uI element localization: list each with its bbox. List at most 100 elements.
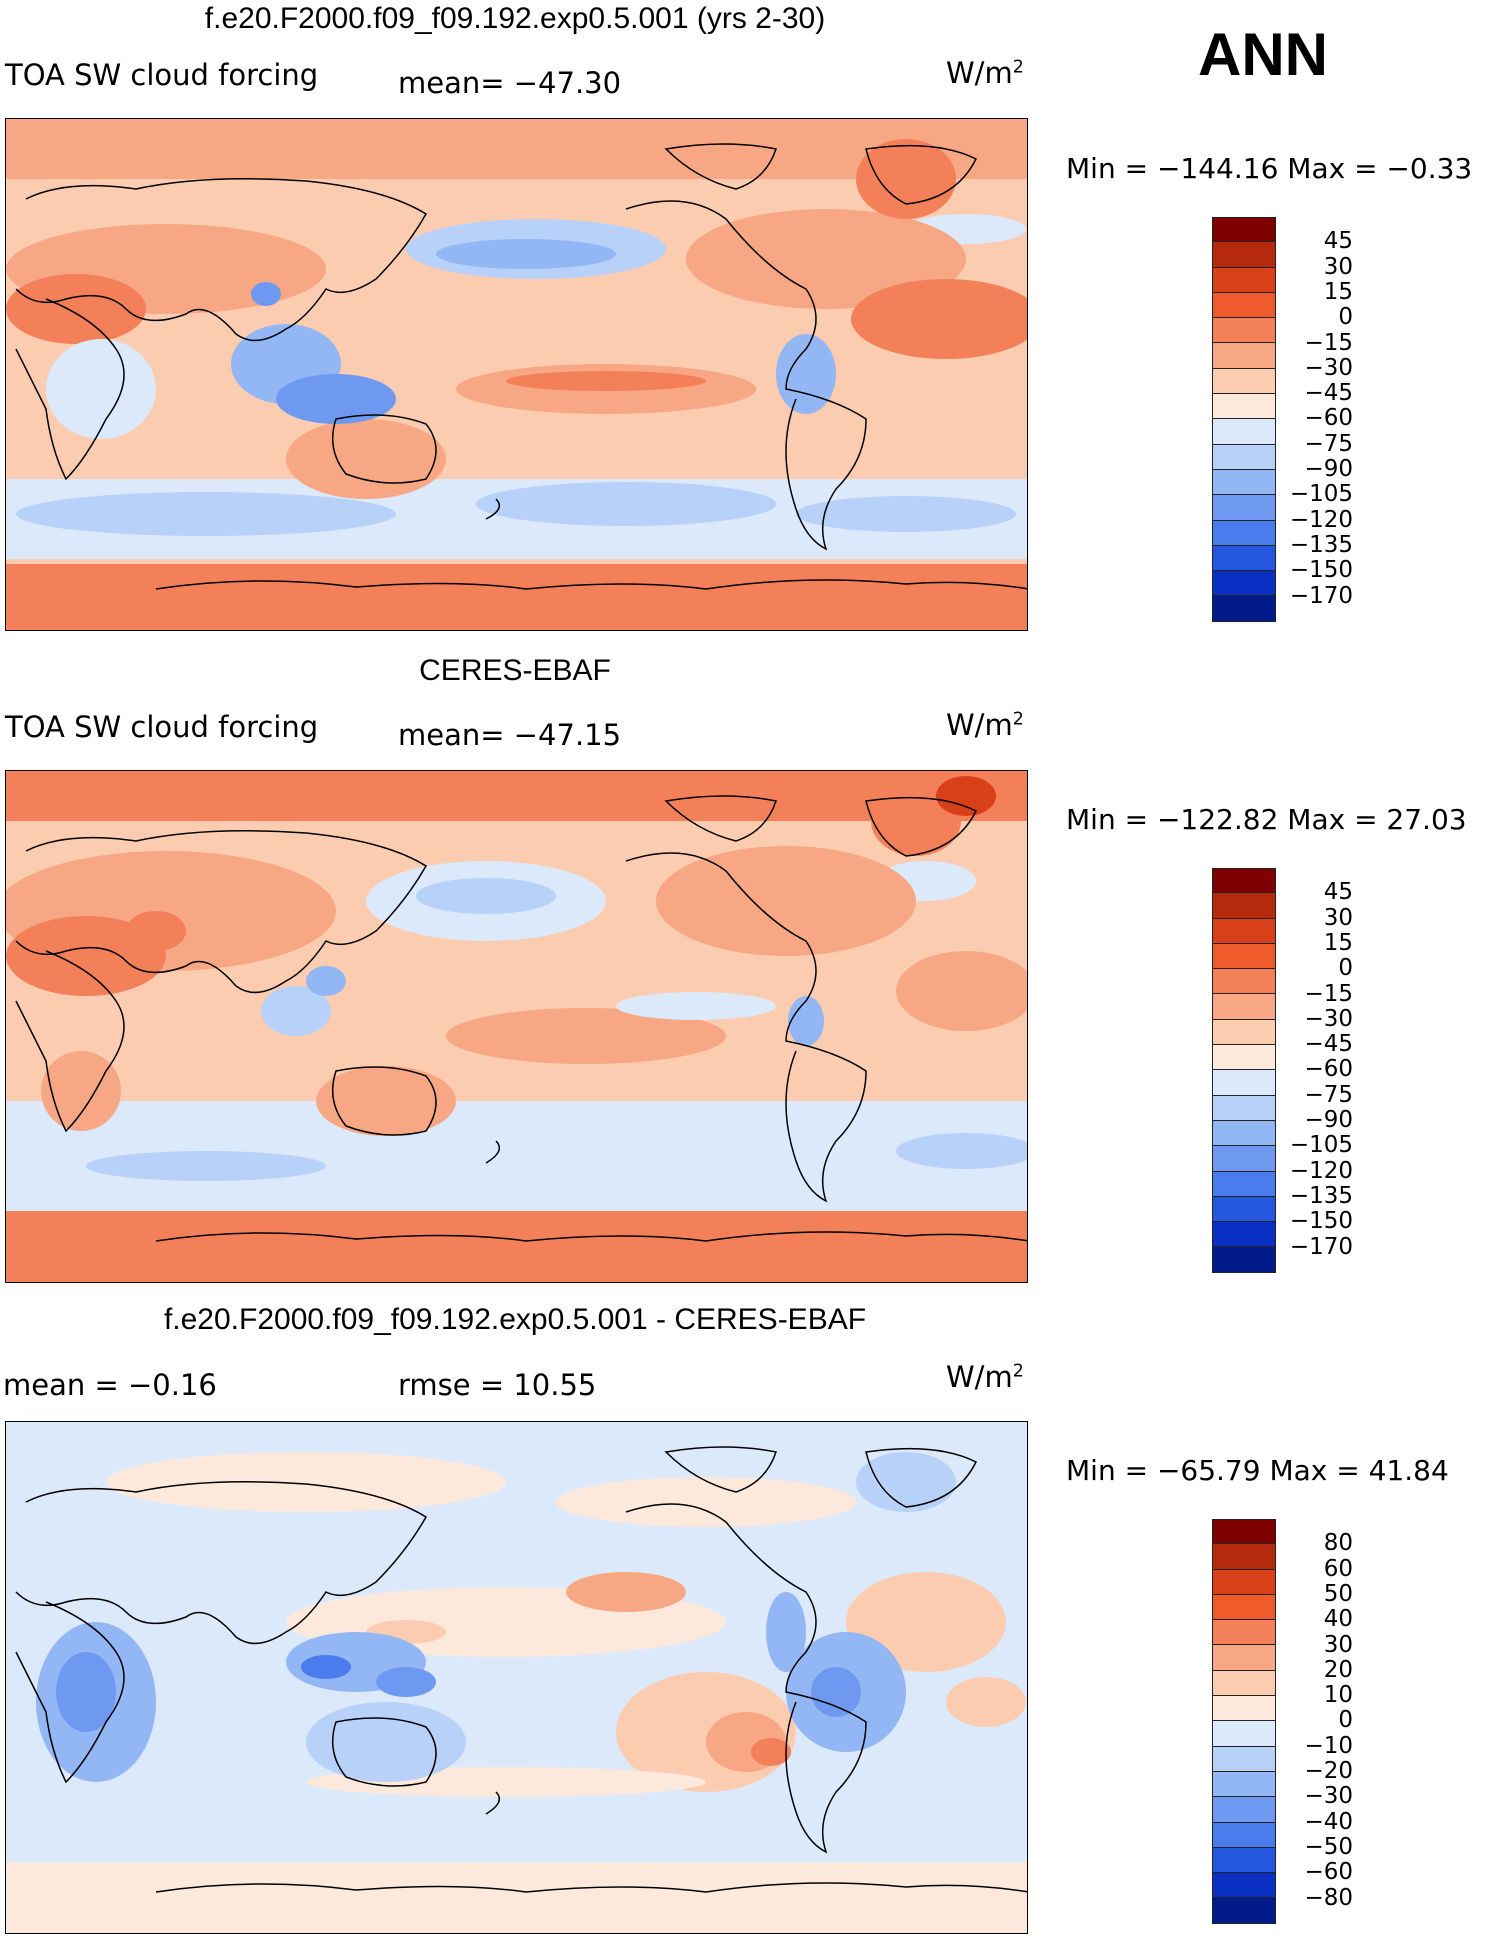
- colorbar-level-label: −150: [1289, 1208, 1353, 1235]
- season-label: ANN: [1198, 21, 1328, 88]
- panel2-map: [5, 770, 1028, 1283]
- colorbar-level-label: 60: [1323, 1555, 1353, 1582]
- panel1-map: [5, 118, 1028, 631]
- panel2-units: W/m2: [946, 708, 1024, 742]
- colorbar-swatch: [1212, 1544, 1276, 1570]
- panel3-units: W/m2: [946, 1360, 1024, 1394]
- colorbar-swatch: [1212, 217, 1276, 243]
- colorbar-swatch: [1212, 1222, 1276, 1248]
- panel1-variable: TOA SW cloud forcing: [5, 58, 319, 92]
- colorbar-swatch: [1212, 545, 1276, 572]
- colorbar-level-label: 0: [1338, 1707, 1353, 1734]
- colorbar-swatch: [1212, 343, 1276, 369]
- colorbar-swatch: [1212, 994, 1276, 1020]
- colorbar-level-label: −105: [1289, 481, 1353, 508]
- colorbar-swatch: [1212, 1797, 1276, 1823]
- panel1-title: f.e20.F2000.f09_f09.192.exp0.5.001 (yrs …: [204, 2, 826, 35]
- colorbar-level-label: −170: [1289, 1233, 1353, 1260]
- colorbar-level-label: −105: [1289, 1132, 1353, 1159]
- panel1-minmax: Min = −144.16 Max = −0.33: [1066, 152, 1473, 185]
- colorbar-level-label: −120: [1289, 506, 1353, 533]
- colorbar-swatch: [1212, 868, 1276, 894]
- colorbar-swatch: [1212, 1247, 1276, 1273]
- panel3-mean: mean = −0.16: [3, 1368, 217, 1402]
- colorbar-swatch: [1212, 1019, 1276, 1046]
- colorbar-level-label: −75: [1304, 430, 1353, 457]
- colorbar-swatch: [1212, 1847, 1276, 1874]
- colorbar-level-label: 50: [1323, 1580, 1353, 1607]
- panel2-map-svg: [6, 771, 1027, 1282]
- colorbar-level-label: −40: [1304, 1808, 1353, 1835]
- colorbar-level-label: −50: [1304, 1833, 1353, 1860]
- colorbar-swatch: [1212, 1898, 1276, 1924]
- colorbar-level-label: −60: [1304, 1859, 1353, 1886]
- colorbar-swatch: [1212, 520, 1276, 546]
- colorbar-swatch: [1212, 1070, 1276, 1096]
- panel3-map-svg: [6, 1422, 1027, 1933]
- panel1-map-svg: [6, 119, 1027, 630]
- colorbar-swatch: [1212, 1771, 1276, 1798]
- colorbar-swatch: [1212, 596, 1276, 622]
- colorbar-level-label: −75: [1304, 1081, 1353, 1108]
- colorbar-level-label: −80: [1304, 1884, 1353, 1911]
- colorbar-swatch: [1212, 1670, 1276, 1697]
- colorbar-swatch: [1212, 444, 1276, 470]
- colorbar-swatch: [1212, 1095, 1276, 1121]
- colorbar-level-label: −15: [1304, 329, 1353, 356]
- colorbar-swatch: [1212, 1822, 1276, 1848]
- colorbar-level-label: 45: [1323, 228, 1353, 255]
- colorbar-level-label: −10: [1304, 1732, 1353, 1759]
- colorbar-swatch: [1212, 571, 1276, 597]
- colorbar-swatch: [1212, 267, 1276, 293]
- colorbar-swatch: [1212, 1721, 1276, 1747]
- colorbar-level-label: 80: [1323, 1530, 1353, 1557]
- colorbar-level-label: 10: [1323, 1682, 1353, 1709]
- colorbar-level-label: 30: [1323, 1631, 1353, 1658]
- colorbar-level-label: −45: [1304, 380, 1353, 407]
- colorbar-swatch: [1212, 918, 1276, 944]
- colorbar-level-label: −135: [1289, 531, 1353, 558]
- colorbar-swatch: [1212, 368, 1276, 395]
- colorbar-swatch: [1212, 469, 1276, 496]
- colorbar-swatch: [1212, 1120, 1276, 1147]
- colorbar-level-label: −170: [1289, 582, 1353, 609]
- colorbar-swatch: [1212, 419, 1276, 445]
- colorbar-swatch: [1212, 1746, 1276, 1772]
- colorbar-swatch: [1212, 1620, 1276, 1646]
- colorbar-level-label: 15: [1323, 929, 1353, 956]
- colorbar-level-label: 15: [1323, 278, 1353, 305]
- panel3-rmse: rmse = 10.55: [398, 1368, 597, 1402]
- colorbar-level-label: 45: [1323, 879, 1353, 906]
- colorbar-swatch: [1212, 1196, 1276, 1223]
- colorbar-swatch: [1212, 943, 1276, 970]
- panel2-variable: TOA SW cloud forcing: [5, 710, 319, 744]
- panel2-colorbar: [1212, 868, 1276, 1273]
- colorbar-swatch: [1212, 1146, 1276, 1172]
- colorbar-level-label: −20: [1304, 1758, 1353, 1784]
- colorbar-swatch: [1212, 1645, 1276, 1671]
- colorbar-swatch: [1212, 394, 1276, 420]
- colorbar-level-label: −15: [1304, 980, 1353, 1007]
- colorbar-level-label: −90: [1304, 1107, 1353, 1133]
- colorbar-level-label: −30: [1304, 354, 1353, 381]
- panel3-colorbar: [1212, 1519, 1276, 1924]
- colorbar-swatch: [1212, 1873, 1276, 1899]
- colorbar-level-label: −60: [1304, 1056, 1353, 1083]
- colorbar-level-label: −135: [1289, 1182, 1353, 1209]
- colorbar-level-label: −30: [1304, 1005, 1353, 1032]
- colorbar-swatch: [1212, 1594, 1276, 1621]
- panel1-units: W/m2: [946, 56, 1024, 90]
- colorbar-level-label: 20: [1323, 1656, 1353, 1683]
- colorbar-level-label: −120: [1289, 1157, 1353, 1184]
- colorbar-swatch: [1212, 1569, 1276, 1595]
- panel1-mean: mean= −47.30: [398, 66, 622, 100]
- colorbar-level-label: −30: [1304, 1783, 1353, 1810]
- colorbar-level-label: 0: [1338, 955, 1353, 982]
- panel2-mean: mean= −47.15: [398, 718, 622, 752]
- colorbar-level-label: 40: [1323, 1606, 1353, 1633]
- colorbar-level-label: 30: [1323, 253, 1353, 280]
- colorbar-swatch: [1212, 318, 1276, 344]
- colorbar-swatch: [1212, 893, 1276, 919]
- colorbar-level-label: −60: [1304, 405, 1353, 432]
- colorbar-swatch: [1212, 1171, 1276, 1197]
